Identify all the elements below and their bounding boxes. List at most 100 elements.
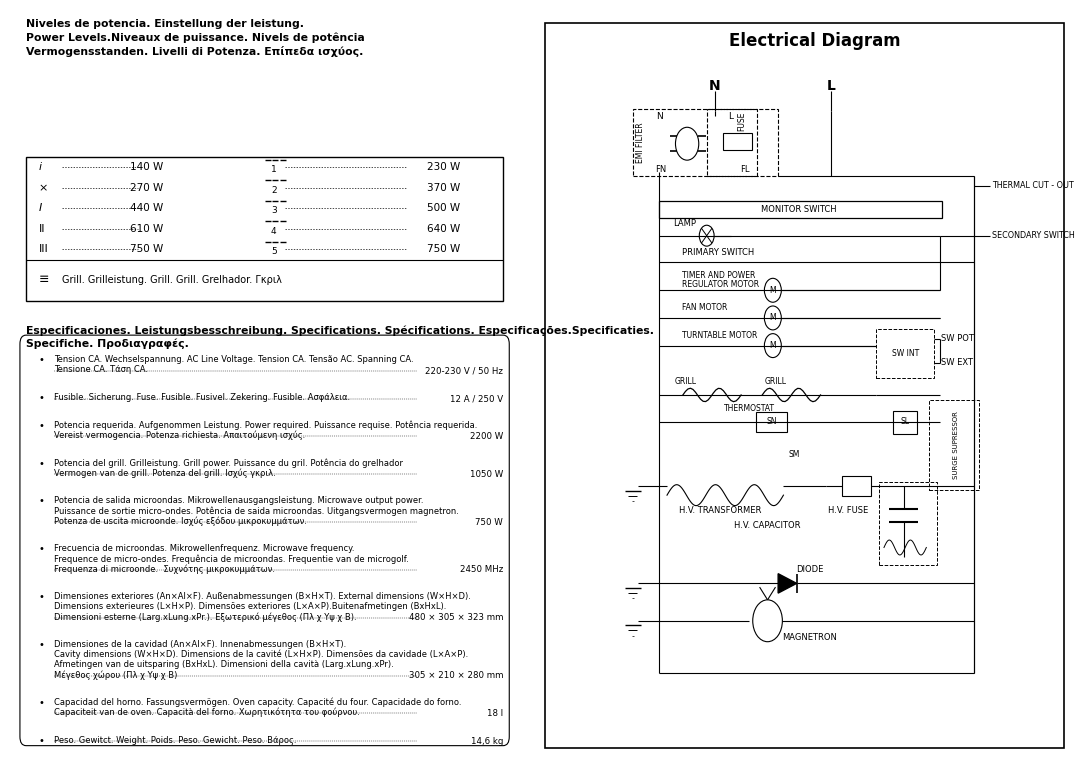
Text: 305 × 210 × 280 mm: 305 × 210 × 280 mm: [408, 671, 503, 680]
Text: SURGE SUPRESSOR: SURGE SUPRESSOR: [954, 411, 959, 479]
Text: 140 W: 140 W: [130, 163, 163, 172]
Text: ×: ×: [39, 183, 49, 193]
Text: 5: 5: [271, 247, 276, 256]
Text: Dimensions exterieures (L×H×P). Dimensões exteriores (L×A×P).Buitenafmetingen (B: Dimensions exterieures (L×H×P). Dimensõe…: [54, 602, 446, 611]
Text: •: •: [39, 356, 44, 365]
Text: 2450 MHz: 2450 MHz: [460, 565, 503, 575]
Text: M: M: [770, 314, 777, 323]
Text: 2200 W: 2200 W: [470, 432, 503, 441]
Text: PRIMARY SWITCH: PRIMARY SWITCH: [681, 248, 754, 256]
Text: i: i: [39, 163, 42, 172]
Text: DIODE: DIODE: [796, 565, 824, 575]
Text: Potenza de uscita microonde. Ισχύς εξόδου μικροκυμμάτων.: Potenza de uscita microonde. Ισχύς εξόδο…: [54, 517, 307, 526]
Text: Tensione CA. Tάση CA.: Tensione CA. Tάση CA.: [54, 365, 148, 375]
Text: TURNTABLE MOTOR: TURNTABLE MOTOR: [681, 330, 757, 340]
Text: TIMER AND POWER: TIMER AND POWER: [681, 271, 755, 280]
Text: 440 W: 440 W: [130, 204, 163, 214]
Text: 12 A / 250 V: 12 A / 250 V: [450, 394, 503, 403]
Text: Cavity dimensions (W×H×D). Dimensions de la cavité (L×H×P). Dimensões da cavidad: Cavity dimensions (W×H×D). Dimensions de…: [54, 650, 469, 659]
Text: GRILL: GRILL: [765, 377, 787, 386]
Text: SW POT: SW POT: [941, 334, 974, 343]
Text: THERMOSTAT: THERMOSTAT: [724, 404, 774, 413]
Text: 270 W: 270 W: [130, 183, 163, 193]
Text: Especificaciones. Leistungsbesschreibung. Specifications. Spécifications. Especi: Especificaciones. Leistungsbesschreibung…: [26, 325, 654, 349]
Text: FAN MOTOR: FAN MOTOR: [681, 303, 727, 312]
Text: 750 W: 750 W: [427, 244, 460, 254]
Text: SN: SN: [766, 417, 777, 427]
Text: Tension CA. Wechselspannung. AC Line Voltage. Tension CA. Tensão AC. Spanning CA: Tension CA. Wechselspannung. AC Line Vol…: [54, 356, 414, 364]
Text: Fusible. Sicherung. Fuse. Fusible. Fusivel. Zekering. Fusible. Ασφάλεια.: Fusible. Sicherung. Fuse. Fusible. Fusiv…: [54, 393, 350, 402]
Text: Capaciteit van de oven. Capacità del forno. Χωρητικότητα του φούρνου.: Capaciteit van de oven. Capacità del for…: [54, 708, 360, 717]
Text: Peso. Gewitct. Weight. Poids. Peso. Gewicht. Peso. Βάρος.: Peso. Gewitct. Weight. Poids. Peso. Gewi…: [54, 736, 296, 745]
Text: Potencia del grill. Grilleistung. Grill power. Puissance du gril. Potência do gr: Potencia del grill. Grilleistung. Grill …: [54, 459, 403, 468]
Text: III: III: [39, 244, 49, 254]
Text: L: L: [826, 79, 836, 93]
Text: Vermogen van de grill. Potenza del grill. Ισχύς γκριλ.: Vermogen van de grill. Potenza del grill…: [54, 468, 275, 478]
Text: Capacidad del horno. Fassungsvermögen. Oven capacity. Capacité du four. Capacida: Capacidad del horno. Fassungsvermögen. O…: [54, 698, 461, 707]
Text: I: I: [39, 204, 42, 214]
Text: •: •: [39, 736, 44, 745]
Text: •: •: [39, 544, 44, 554]
Text: Dimensiones exteriores (An×Al×F). Außenabmessungen (B×H×T). External dimensions : Dimensiones exteriores (An×Al×F). Außena…: [54, 592, 471, 601]
Text: Potencia requerida. Aufgenommen Leistung. Power required. Puissance requise. Pot: Potencia requerida. Aufgenommen Leistung…: [54, 420, 477, 430]
Text: •: •: [39, 459, 44, 468]
Text: Potencia de salida microondas. Mikrowellenausgangsleistung. Microwave output pow: Potencia de salida microondas. Mikrowell…: [54, 496, 423, 505]
Text: FL: FL: [741, 166, 751, 175]
Text: H.V. FUSE: H.V. FUSE: [828, 506, 868, 514]
Text: 750 W: 750 W: [475, 517, 503, 526]
Text: Dimensioni esterne (Larg.xLung.xPr.). Εξωτερικό μέγεθος (Πλ χ Υψ χ Β).: Dimensioni esterne (Larg.xLung.xPr.). Εξ…: [54, 612, 356, 622]
Text: 750 W: 750 W: [130, 244, 163, 254]
Text: Frequence de micro-ondes. Frequência de microondas. Frequentie van de microgolf.: Frequence de micro-ondes. Frequência de …: [54, 554, 408, 564]
Text: M: M: [770, 286, 777, 295]
Text: Electrical Diagram: Electrical Diagram: [729, 32, 901, 50]
Text: SL: SL: [901, 417, 909, 427]
Text: •: •: [39, 592, 44, 602]
Text: 3: 3: [271, 206, 276, 215]
Text: Grill. Grilleistung. Grill. Grill. Grelhador. Γκριλ: Grill. Grilleistung. Grill. Grill. Grelh…: [62, 275, 282, 285]
Text: THERMAL CUT - OUT: THERMAL CUT - OUT: [993, 181, 1075, 190]
Text: N: N: [656, 111, 662, 121]
Text: Vereist vermogencia. Potenza richiesta. Απαιτούμενη ισχύς.: Vereist vermogencia. Potenza richiesta. …: [54, 431, 306, 440]
Text: 610 W: 610 W: [130, 224, 163, 234]
Text: 18 l: 18 l: [487, 709, 503, 718]
Text: 4: 4: [271, 227, 276, 236]
Text: N: N: [708, 79, 720, 93]
Text: •: •: [39, 698, 44, 708]
Text: Mέγεθος χώρου (Πλ χ Υψ χ Β): Mέγεθος χώρου (Πλ χ Υψ χ Β): [54, 670, 177, 680]
Text: Frecuencia de microondas. Mikrowellenfrequenz. Microwave frequency.: Frecuencia de microondas. Mikrowellenfre…: [54, 544, 354, 553]
Text: Niveles de potencia. Einstellung der leistung.
Power Levels.Niveaux de puissance: Niveles de potencia. Einstellung der lei…: [26, 19, 365, 57]
Text: SW INT: SW INT: [891, 349, 919, 359]
Text: SECONDARY SWITCH: SECONDARY SWITCH: [993, 231, 1076, 240]
Text: 14,6 kg: 14,6 kg: [471, 736, 503, 745]
Text: L: L: [728, 111, 733, 121]
Text: MAGNETRON: MAGNETRON: [782, 633, 837, 642]
Text: H.V. TRANSFORMER: H.V. TRANSFORMER: [678, 506, 761, 514]
Text: Frequenza di microonde.  Συχνότης μικροκυμμάτων.: Frequenza di microonde. Συχνότης μικροκυ…: [54, 565, 275, 574]
Polygon shape: [778, 574, 797, 593]
Text: FUSE: FUSE: [738, 111, 746, 131]
Text: Afmetingen van de uitsparing (BxHxL). Dimensioni della cavità (Larg.xLung.xPr).: Afmetingen van de uitsparing (BxHxL). Di…: [54, 660, 394, 669]
Text: LAMP: LAMP: [674, 219, 697, 228]
Text: •: •: [39, 496, 44, 507]
Text: II: II: [39, 224, 45, 234]
Text: EMI FILTER: EMI FILTER: [636, 122, 646, 163]
Text: SM: SM: [788, 450, 799, 459]
Text: M: M: [770, 341, 777, 350]
Text: SW EXT: SW EXT: [941, 359, 973, 367]
Text: •: •: [39, 420, 44, 431]
Text: FN: FN: [656, 166, 666, 175]
Text: 370 W: 370 W: [427, 183, 460, 193]
Text: 640 W: 640 W: [427, 224, 460, 234]
Text: Dimensiones de la cavidad (An×Al×F). Innenabmessungen (B×H×T).: Dimensiones de la cavidad (An×Al×F). Inn…: [54, 640, 347, 649]
Text: 500 W: 500 W: [427, 204, 460, 214]
Text: GRILL: GRILL: [675, 377, 697, 386]
Text: Puissance de sortie micro-ondes. Potência de saida microondas. Uitgangsvermogen : Puissance de sortie micro-ondes. Potênci…: [54, 507, 459, 516]
Text: MONITOR SWITCH: MONITOR SWITCH: [761, 205, 837, 214]
Text: ≡: ≡: [39, 273, 50, 286]
Text: 230 W: 230 W: [427, 163, 460, 172]
Text: 2: 2: [271, 185, 276, 195]
Text: REGULATOR MOTOR: REGULATOR MOTOR: [681, 280, 759, 288]
Text: 1050 W: 1050 W: [470, 470, 503, 478]
Text: •: •: [39, 640, 44, 650]
Text: H.V. CAPACITOR: H.V. CAPACITOR: [734, 520, 800, 530]
